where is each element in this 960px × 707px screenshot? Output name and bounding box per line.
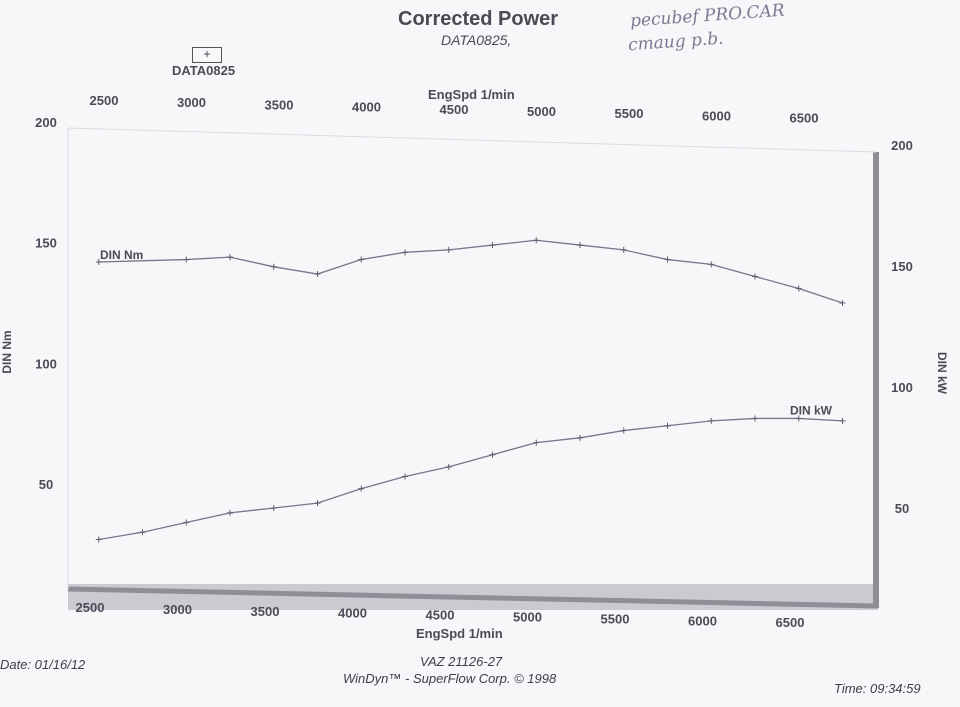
x-tick-bottom-label: 5000 — [513, 610, 542, 625]
x-tick-top-label: 6000 — [702, 108, 731, 123]
y-tick-left-label: 50 — [39, 477, 53, 492]
data-point-marker — [183, 519, 190, 526]
data-point-marker — [708, 261, 715, 268]
x-tick-top-label: 3000 — [177, 95, 206, 110]
data-point-marker — [533, 439, 540, 446]
data-point-marker — [270, 263, 277, 270]
x-tick-bottom-label: 6000 — [688, 613, 717, 628]
x-axis-title-bottom: EngSpd 1/min — [416, 626, 503, 641]
data-point-marker — [402, 249, 408, 256]
x-tick-top-label: 5000 — [527, 104, 556, 119]
data-point-marker — [139, 529, 146, 536]
data-point-marker — [314, 271, 321, 278]
legend-label: DATA0825 — [172, 63, 236, 78]
plot-top-border — [67, 127, 877, 153]
data-point-marker — [445, 463, 452, 470]
y-tick-right-label: 50 — [895, 501, 909, 516]
data-point-marker — [533, 237, 540, 244]
x-tick-top-label: 3500 — [265, 97, 294, 112]
data-point-marker — [620, 246, 627, 253]
y-tick-left-label: 150 — [35, 236, 57, 251]
data-point-marker — [183, 256, 190, 263]
footer-time: Time: 09:34:59 — [834, 681, 921, 696]
x-tick-bottom-label: 2500 — [76, 600, 105, 615]
footer-date: Date: 01/16/12 — [0, 657, 86, 672]
y-tick-left-label: 200 — [35, 115, 57, 130]
chart-title: Corrected Power — [398, 8, 559, 30]
series-label-din-kw: DIN kW — [790, 403, 833, 417]
data-point-marker — [708, 417, 715, 424]
y-tick-right-label: 150 — [891, 259, 913, 274]
x-axis-title-top: EngSpd 1/min — [428, 87, 515, 102]
x-tick-top-label: 6500 — [790, 111, 819, 126]
x-tick-bottom-label: 4000 — [338, 606, 367, 621]
data-point-marker — [314, 500, 321, 507]
data-point-marker — [358, 256, 365, 263]
data-point-marker — [95, 536, 102, 543]
data-point-marker — [664, 422, 671, 429]
data-point-marker — [839, 417, 846, 424]
series-line-din-kw — [98, 417, 843, 541]
data-point-marker — [227, 254, 233, 261]
x-tick-top-label: 2500 — [90, 93, 119, 108]
data-point-marker — [664, 256, 671, 263]
data-point-marker — [620, 427, 627, 434]
x-tick-bottom-label: 3000 — [163, 602, 192, 617]
series-line-din-nm — [98, 239, 843, 304]
y-tick-left-label: 100 — [35, 356, 57, 371]
data-point-marker — [795, 285, 802, 292]
x-tick-top-label: 4000 — [352, 100, 381, 115]
data-point-marker — [270, 505, 277, 511]
data-point-marker — [752, 415, 758, 422]
x-tick-bottom-label: 6500 — [776, 615, 805, 630]
x-tick-top-label: 5500 — [615, 106, 644, 121]
data-point-marker — [445, 246, 452, 253]
footer-model: VAZ 21126-27 — [420, 654, 503, 669]
data-point-marker — [489, 242, 496, 249]
y-tick-right-label: 200 — [891, 138, 913, 153]
legend-marker-icon: + — [192, 47, 222, 63]
data-point-marker — [839, 300, 846, 306]
data-point-marker — [795, 415, 802, 422]
data-point-marker — [227, 509, 233, 516]
plot-bottom-border — [67, 586, 879, 609]
x-tick-top-label: 4500 — [440, 102, 469, 117]
data-point-marker — [95, 258, 102, 265]
x-tick-bottom-label: 5500 — [601, 611, 630, 626]
x-tick-bottom-label: 3500 — [251, 604, 280, 619]
series-label-din-nm: DIN Nm — [100, 248, 143, 262]
x-tick-bottom-label: 4500 — [426, 608, 455, 623]
chart-subtitle: DATA0825, — [441, 32, 512, 48]
data-point-marker — [752, 273, 758, 280]
y-tick-right-label: 100 — [891, 380, 913, 395]
data-point-marker — [577, 434, 583, 441]
data-point-marker — [402, 473, 408, 480]
data-point-marker — [489, 451, 496, 458]
data-point-marker — [577, 242, 583, 249]
footer-software: WinDyn™ - SuperFlow Corp. © 1998 — [343, 671, 557, 686]
data-point-marker — [358, 485, 365, 492]
